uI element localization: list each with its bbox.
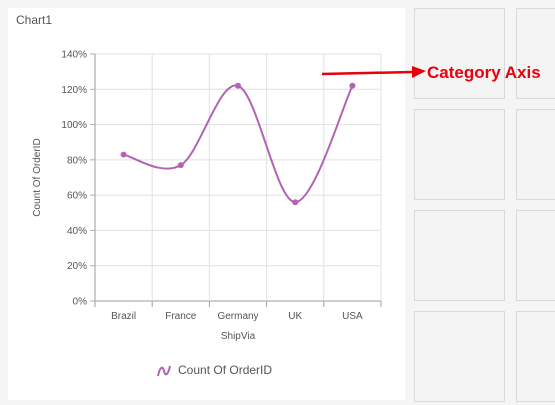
legend: Count Of OrderID — [157, 363, 272, 377]
x-tick-label: France — [165, 311, 197, 322]
y-tick-label: 20% — [67, 261, 87, 272]
y-tick-label: 140% — [61, 50, 87, 61]
y-tick-label: 60% — [67, 191, 87, 202]
placeholder-tile — [414, 109, 505, 200]
x-tick-label: Brazil — [111, 311, 136, 322]
y-tick-label: 80% — [67, 155, 87, 166]
data-point — [177, 162, 184, 169]
placeholder-tile — [516, 311, 555, 402]
y-tick-label: 40% — [67, 226, 87, 237]
placeholder-tile — [414, 311, 505, 402]
data-point — [235, 82, 241, 89]
placeholder-tile — [414, 210, 505, 301]
legend-label: Count Of OrderID — [178, 363, 272, 377]
x-tick-label: UK — [288, 311, 302, 322]
chart-title: Chart1 — [16, 13, 53, 27]
series-line — [123, 84, 354, 204]
x-tick-label: USA — [342, 311, 363, 322]
data-point — [120, 151, 127, 158]
placeholder-tile — [516, 210, 555, 301]
x-axis-title: ShipVia — [221, 331, 256, 342]
y-tick-label: 0% — [73, 297, 88, 308]
data-point — [292, 199, 299, 206]
callout-arrow-head — [412, 66, 426, 78]
legend-spline-icon — [157, 365, 171, 377]
y-axis-title: Count Of OrderID — [32, 138, 43, 216]
placeholder-tile — [414, 8, 505, 99]
placeholder-tile — [516, 109, 555, 200]
y-tick-label: 120% — [61, 85, 87, 96]
data-point — [349, 82, 356, 89]
x-tick-label: Germany — [217, 311, 258, 322]
placeholder-tile — [516, 8, 555, 99]
callout-arrow-shaft — [321, 70, 413, 76]
category-axis-callout-label: Category Axis — [427, 63, 541, 82]
y-tick-label: 100% — [61, 120, 87, 131]
